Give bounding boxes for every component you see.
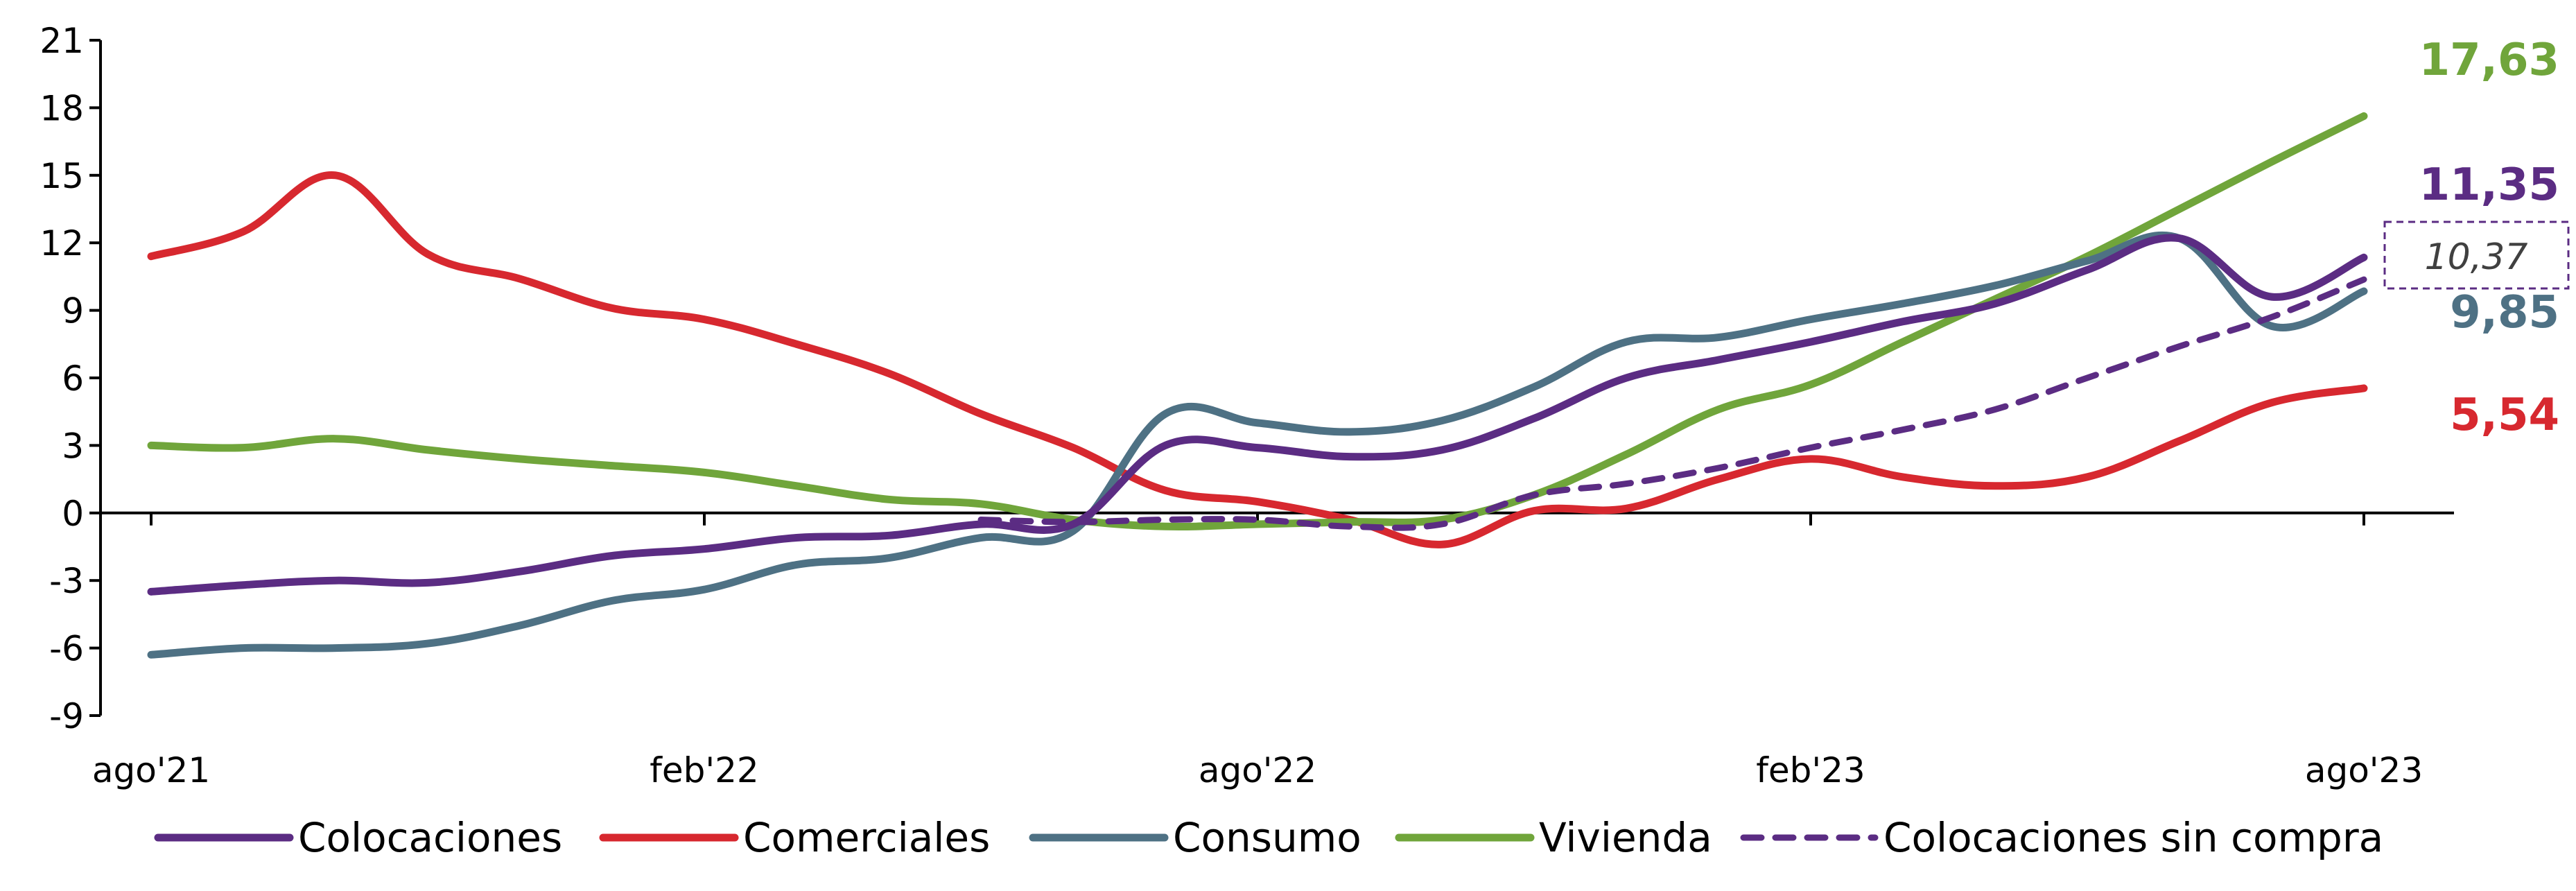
legend-label: Colocaciones <box>298 814 562 861</box>
legend-item-consumo: Consumo <box>1029 814 1361 861</box>
legend-label: Consumo <box>1173 814 1361 861</box>
series-line-colocaciones <box>147 234 2368 596</box>
end-label-comerciales: 5,54 <box>2450 390 2559 441</box>
y-tick-label: 6 <box>62 358 84 399</box>
x-tick-label: ago'21 <box>92 750 210 790</box>
legend-item-vivienda: Vivienda <box>1395 814 1712 861</box>
legend-label: Comerciales <box>743 814 990 861</box>
y-tick-label: 18 <box>40 88 84 128</box>
x-tick-label: feb'22 <box>650 750 758 790</box>
end-label-colocaciones: 11,35 <box>2419 159 2559 211</box>
end-label-colocaciones-sin-compra: 10,37 <box>2383 220 2570 290</box>
end-label-text: 10,37 <box>2425 236 2528 278</box>
series-line-comerciales <box>147 171 2368 548</box>
y-tick-label: 3 <box>62 426 84 466</box>
y-tick-label: -6 <box>49 629 84 669</box>
x-tick-label: ago'22 <box>1199 750 1316 790</box>
y-tick-label: 21 <box>40 21 84 61</box>
legend-label: Vivienda <box>1539 814 1712 861</box>
series-line-consumo <box>147 231 2368 659</box>
legend: Colocaciones Comerciales Consumo Vivienda Co… <box>154 814 2383 861</box>
axes: -9 -6 -3 0 3 6 9 12 15 18 21 ago'21 feb'22 ago'22 feb'… <box>40 21 2454 790</box>
legend-label: Colocaciones sin compra <box>1883 814 2383 861</box>
legend-item-comerciales: Comerciales <box>599 814 990 861</box>
series-line-colocaciones-sin-compra <box>977 276 2367 531</box>
y-tick-label: 12 <box>40 223 84 263</box>
legend-item-colocaciones: Colocaciones <box>154 814 562 861</box>
x-tick-label: ago'23 <box>2305 750 2423 790</box>
x-tick-label: feb'23 <box>1756 750 1865 790</box>
legend-item-colocaciones-sin-compra: Colocaciones sin compra <box>1740 814 2383 861</box>
y-tick-label: 15 <box>40 156 84 196</box>
series-layer <box>147 112 2368 659</box>
series-line-vivienda <box>147 112 2368 531</box>
end-label-consumo: 9,85 <box>2450 287 2559 338</box>
y-tick-label: -9 <box>49 696 84 736</box>
y-tick-label: 0 <box>62 494 84 534</box>
end-labels: 17,63 11,35 10,37 9,85 5,54 <box>2383 35 2570 441</box>
y-tick-label: 9 <box>62 291 84 331</box>
y-tick-label: -3 <box>49 561 84 601</box>
end-label-vivienda: 17,63 <box>2419 35 2559 86</box>
